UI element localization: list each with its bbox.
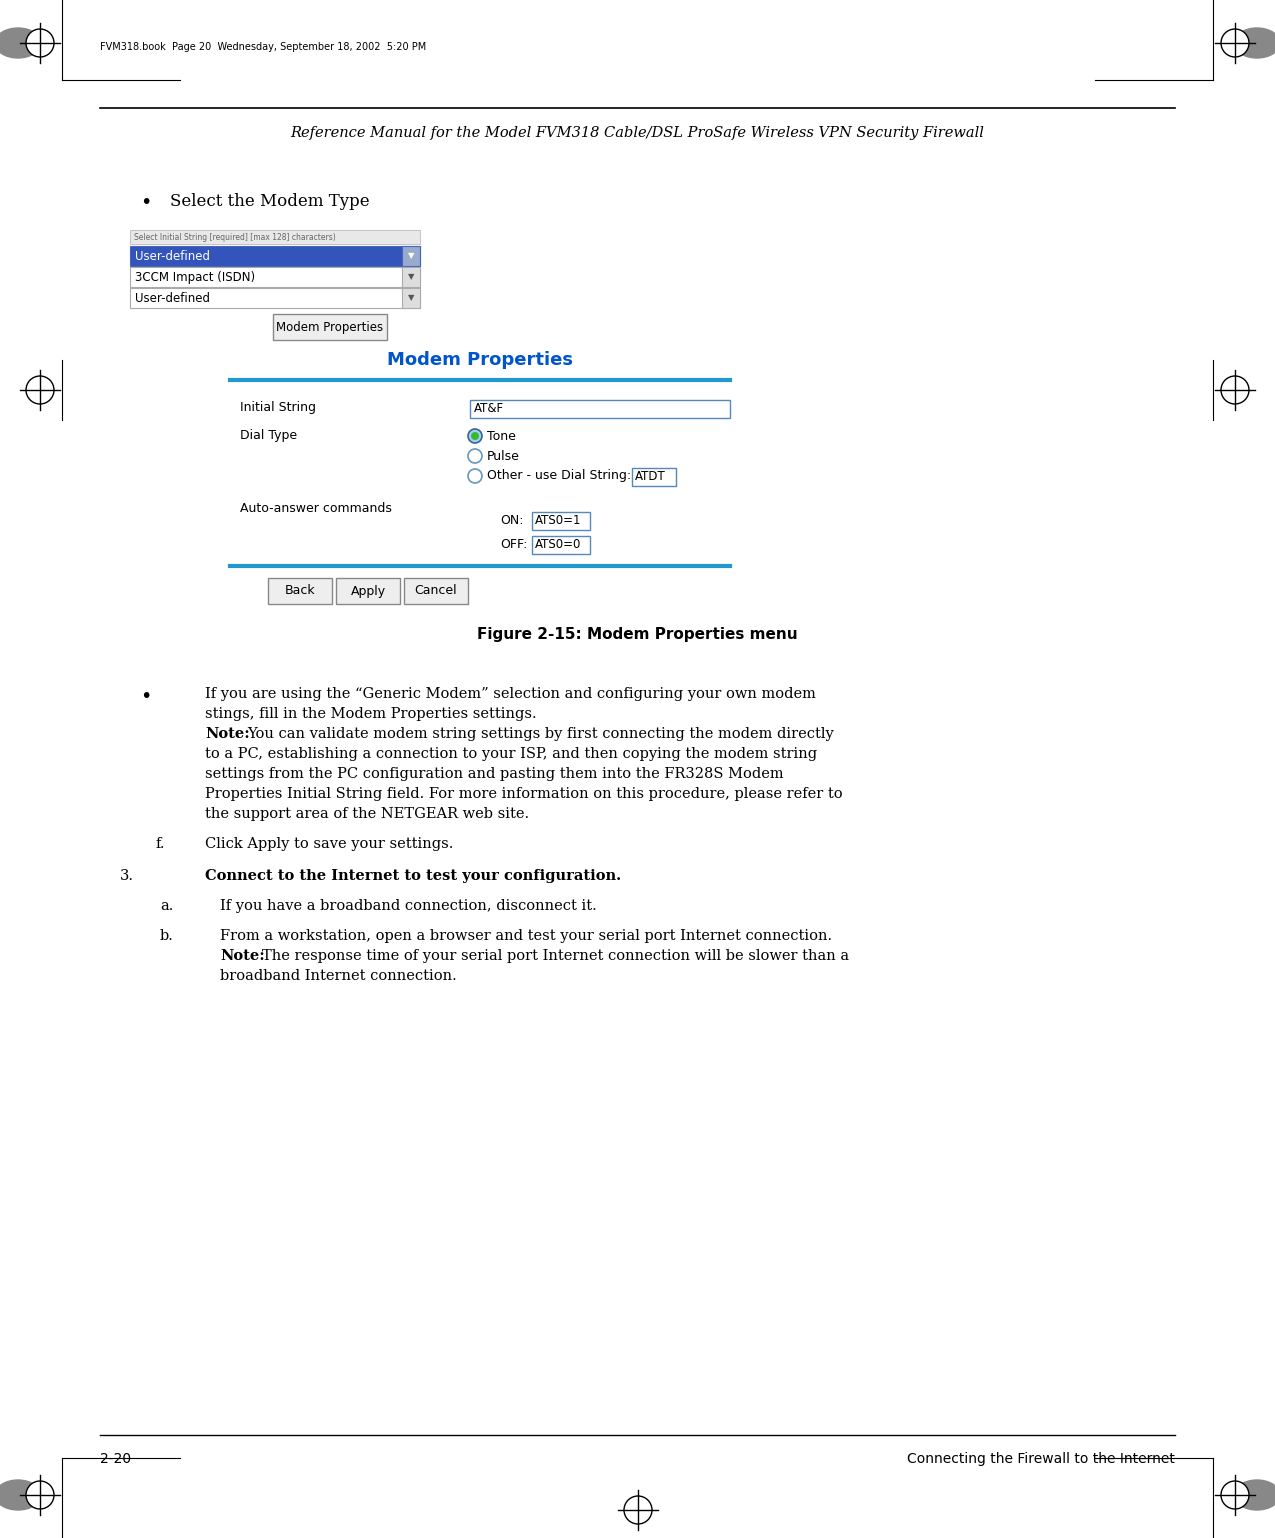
Text: Pulse: Pulse xyxy=(487,449,520,463)
Text: •: • xyxy=(140,192,152,212)
Text: b.: b. xyxy=(159,929,173,943)
Text: stings, fill in the Modem Properties settings.: stings, fill in the Modem Properties set… xyxy=(205,707,537,721)
Text: broadband Internet connection.: broadband Internet connection. xyxy=(221,969,456,983)
Text: AT&F: AT&F xyxy=(474,401,504,415)
FancyBboxPatch shape xyxy=(470,400,731,418)
Text: ▼: ▼ xyxy=(408,294,414,303)
Text: Connecting the Firewall to the Internet: Connecting the Firewall to the Internet xyxy=(907,1452,1176,1466)
Text: settings from the PC configuration and pasting them into the FR328S Modem: settings from the PC configuration and p… xyxy=(205,767,784,781)
Text: If you are using the “Generic Modem” selection and configuring your own modem: If you are using the “Generic Modem” sel… xyxy=(205,687,816,701)
FancyBboxPatch shape xyxy=(632,468,676,486)
Text: Click Apply to save your settings.: Click Apply to save your settings. xyxy=(205,837,454,851)
Text: f.: f. xyxy=(156,837,164,851)
Text: 3CCM Impact (ISDN): 3CCM Impact (ISDN) xyxy=(135,271,255,283)
Text: Select the Modem Type: Select the Modem Type xyxy=(170,194,370,211)
Circle shape xyxy=(470,432,479,440)
Text: 2-20: 2-20 xyxy=(99,1452,131,1466)
Circle shape xyxy=(468,449,482,463)
Text: From a workstation, open a browser and test your serial port Internet connection: From a workstation, open a browser and t… xyxy=(221,929,833,943)
Text: ATS0=0: ATS0=0 xyxy=(536,537,581,551)
Text: Figure 2-15: Modem Properties menu: Figure 2-15: Modem Properties menu xyxy=(477,628,797,643)
Circle shape xyxy=(468,429,482,443)
FancyBboxPatch shape xyxy=(532,537,590,554)
Text: 3.: 3. xyxy=(120,869,134,883)
Text: ATS0=1: ATS0=1 xyxy=(536,514,581,526)
Text: User-defined: User-defined xyxy=(135,249,210,263)
Text: Dial Type: Dial Type xyxy=(240,429,297,443)
Text: Reference Manual for the Model FVM318 Cable/DSL ProSafe Wireless VPN Security Fi: Reference Manual for the Model FVM318 Ca… xyxy=(289,126,984,140)
Ellipse shape xyxy=(1234,1480,1275,1510)
Circle shape xyxy=(1221,29,1250,57)
Text: Other - use Dial String:: Other - use Dial String: xyxy=(487,469,631,483)
Text: to a PC, establishing a connection to your ISP, and then copying the modem strin: to a PC, establishing a connection to yo… xyxy=(205,747,817,761)
Text: a.: a. xyxy=(159,900,173,914)
Text: the support area of the NETGEAR web site.: the support area of the NETGEAR web site… xyxy=(205,807,529,821)
Circle shape xyxy=(26,1481,54,1509)
Text: OFF:: OFF: xyxy=(500,537,528,551)
Text: Connect to the Internet to test your configuration.: Connect to the Internet to test your con… xyxy=(205,869,621,883)
FancyBboxPatch shape xyxy=(130,288,419,308)
FancyBboxPatch shape xyxy=(402,268,419,288)
Text: •: • xyxy=(140,687,152,706)
Text: Modem Properties: Modem Properties xyxy=(388,351,572,369)
Text: ATDT: ATDT xyxy=(635,469,666,483)
Text: ▼: ▼ xyxy=(408,252,414,260)
Text: User-defined: User-defined xyxy=(135,292,210,305)
FancyBboxPatch shape xyxy=(404,578,468,604)
Ellipse shape xyxy=(0,28,41,58)
FancyBboxPatch shape xyxy=(268,578,332,604)
Text: Select Initial String [required] [max 128] characters): Select Initial String [required] [max 12… xyxy=(134,232,335,241)
Text: Note:: Note: xyxy=(221,949,265,963)
Text: Cancel: Cancel xyxy=(414,584,458,597)
FancyBboxPatch shape xyxy=(337,578,400,604)
Ellipse shape xyxy=(1234,28,1275,58)
FancyBboxPatch shape xyxy=(402,288,419,308)
FancyBboxPatch shape xyxy=(130,231,419,245)
Text: Initial String: Initial String xyxy=(240,401,316,415)
Text: Note:: Note: xyxy=(205,727,250,741)
FancyBboxPatch shape xyxy=(532,512,590,531)
Text: Modem Properties: Modem Properties xyxy=(277,320,384,334)
FancyBboxPatch shape xyxy=(402,246,419,266)
Text: Apply: Apply xyxy=(351,584,385,597)
FancyBboxPatch shape xyxy=(273,314,388,340)
Circle shape xyxy=(468,469,482,483)
Text: ON:: ON: xyxy=(500,514,524,526)
Text: You can validate modem string settings by first connecting the modem directly: You can validate modem string settings b… xyxy=(247,727,834,741)
Ellipse shape xyxy=(0,1480,41,1510)
Text: The response time of your serial port Internet connection will be slower than a: The response time of your serial port In… xyxy=(261,949,849,963)
FancyBboxPatch shape xyxy=(130,268,419,288)
Text: Back: Back xyxy=(284,584,315,597)
Text: If you have a broadband connection, disconnect it.: If you have a broadband connection, disc… xyxy=(221,900,597,914)
Text: FVM318.book  Page 20  Wednesday, September 18, 2002  5:20 PM: FVM318.book Page 20 Wednesday, September… xyxy=(99,42,426,52)
Circle shape xyxy=(26,29,54,57)
FancyBboxPatch shape xyxy=(130,246,419,266)
Text: ▼: ▼ xyxy=(408,272,414,281)
Text: Properties Initial String field. For more information on this procedure, please : Properties Initial String field. For mor… xyxy=(205,787,843,801)
Text: Tone: Tone xyxy=(487,429,516,443)
Text: Auto-answer commands: Auto-answer commands xyxy=(240,501,391,515)
Circle shape xyxy=(1221,1481,1250,1509)
